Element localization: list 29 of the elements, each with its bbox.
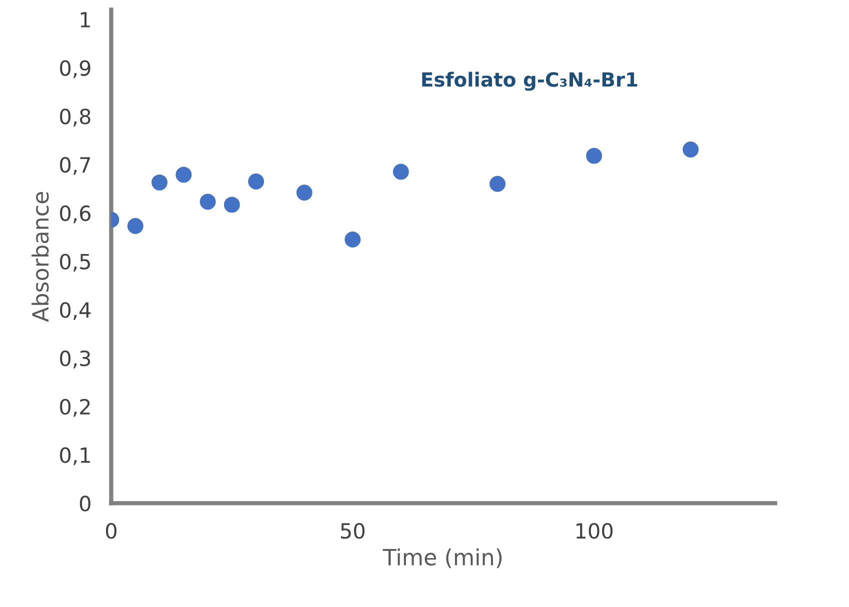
- point: [200, 194, 216, 210]
- point: [224, 196, 240, 213]
- text: Esfoliato g-C₃N₄-Br1: [422, 72, 638, 91]
- x-tick-label: 0: [106, 523, 116, 539]
- y-tick-label: 0,1: [60, 447, 90, 466]
- x-axis-title: Time (min): [382, 548, 502, 568]
- y-tick-label: 0: [80, 496, 90, 512]
- y-tick-label: 0,4: [60, 302, 91, 320]
- y-tick-label: 0,8: [60, 108, 90, 126]
- y-tick-label: 0,5: [60, 254, 90, 272]
- y-tick-label: 0,6: [60, 205, 90, 224]
- y-tick-label: 1: [80, 12, 90, 28]
- point: [490, 176, 506, 192]
- y-tick-label: 0,3: [60, 350, 90, 368]
- point: [296, 184, 312, 201]
- point: [176, 166, 192, 183]
- y-tick-label: 0,7: [60, 156, 90, 175]
- point: [127, 218, 144, 234]
- x-tick-label: 100: [576, 523, 613, 539]
- x-tick-label: 50: [340, 523, 365, 539]
- y-axis-title: Absorbance: [32, 192, 49, 322]
- y-tick-label: 0,2: [60, 398, 90, 417]
- point: [152, 174, 168, 190]
- point: [248, 173, 264, 190]
- point: [682, 142, 699, 158]
- point: [392, 164, 409, 180]
- point: [586, 148, 602, 164]
- point: [344, 232, 361, 248]
- y-tick-label: 0,9: [60, 60, 90, 78]
